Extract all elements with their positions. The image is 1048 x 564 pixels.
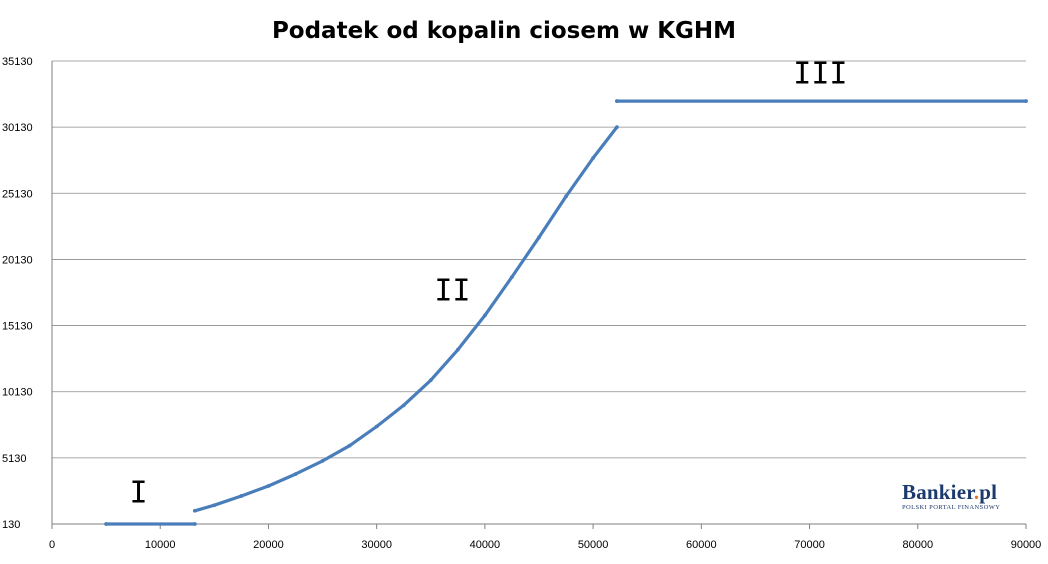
- axes: [51, 61, 1027, 529]
- logo-dot: .: [973, 480, 980, 504]
- y-tick-label: 25130: [2, 188, 33, 200]
- data-point: [564, 194, 568, 199]
- logo-tld: pl: [979, 480, 998, 504]
- data-point: [212, 503, 217, 508]
- series-line: [193, 125, 619, 513]
- x-tick-label: 60000: [686, 539, 717, 551]
- region-label: III: [793, 56, 847, 91]
- x-tick-label: 30000: [361, 539, 392, 551]
- y-tick-label: 10130: [2, 387, 33, 399]
- data-point: [192, 522, 197, 526]
- x-tick-label: 50000: [578, 539, 609, 551]
- y-tick-label: 20130: [2, 254, 33, 266]
- y-tick-label: 30130: [2, 122, 33, 134]
- logo-name: Bankier.pl: [902, 481, 1014, 503]
- data-point: [320, 458, 325, 463]
- y-tick-label: 130: [2, 519, 20, 531]
- logo-name-text: Bankier: [902, 480, 974, 504]
- data-point: [455, 347, 460, 352]
- x-tick-label: 20000: [253, 539, 284, 551]
- data-point: [615, 99, 619, 103]
- x-tick-label: 40000: [470, 539, 501, 551]
- data-point: [347, 443, 352, 448]
- data-point: [401, 403, 406, 408]
- data-series: [104, 99, 1028, 526]
- x-tick-label: 70000: [794, 539, 825, 551]
- tick-labels: 130 5130 10130 15130 20130 25130 30130 35130 0 10…: [2, 56, 1041, 551]
- x-tick-label: 80000: [902, 539, 933, 551]
- region-label: II: [434, 273, 470, 308]
- data-point: [104, 522, 109, 526]
- data-point: [510, 275, 514, 279]
- data-point: [192, 508, 197, 513]
- region-label: I: [130, 476, 148, 511]
- data-point: [591, 156, 596, 160]
- grid-lines: [52, 60, 1026, 459]
- y-tick-label: 15130: [2, 321, 33, 333]
- data-point: [239, 494, 244, 498]
- data-point: [482, 313, 487, 318]
- logo-tagline: POLSKI PORTAL FINANSOWY: [902, 504, 1001, 511]
- data-point: [537, 235, 541, 240]
- y-tick-label: 5130: [2, 453, 26, 465]
- x-tick-label: 90000: [1011, 539, 1042, 551]
- data-point: [428, 378, 433, 383]
- data-point: [293, 472, 298, 477]
- data-point: [374, 424, 379, 429]
- data-point: [615, 125, 619, 130]
- x-tick-label: 0: [49, 539, 55, 551]
- chart-title: Podatek od kopalin ciosem w KGHM: [271, 18, 737, 44]
- bankier-logo: Bankier.pl POLSKI PORTAL FINANSOWY: [902, 481, 1014, 515]
- data-point: [266, 484, 271, 488]
- x-tick-label: 10000: [145, 539, 176, 551]
- y-tick-label: 35130: [2, 56, 33, 68]
- data-point: [1024, 99, 1028, 103]
